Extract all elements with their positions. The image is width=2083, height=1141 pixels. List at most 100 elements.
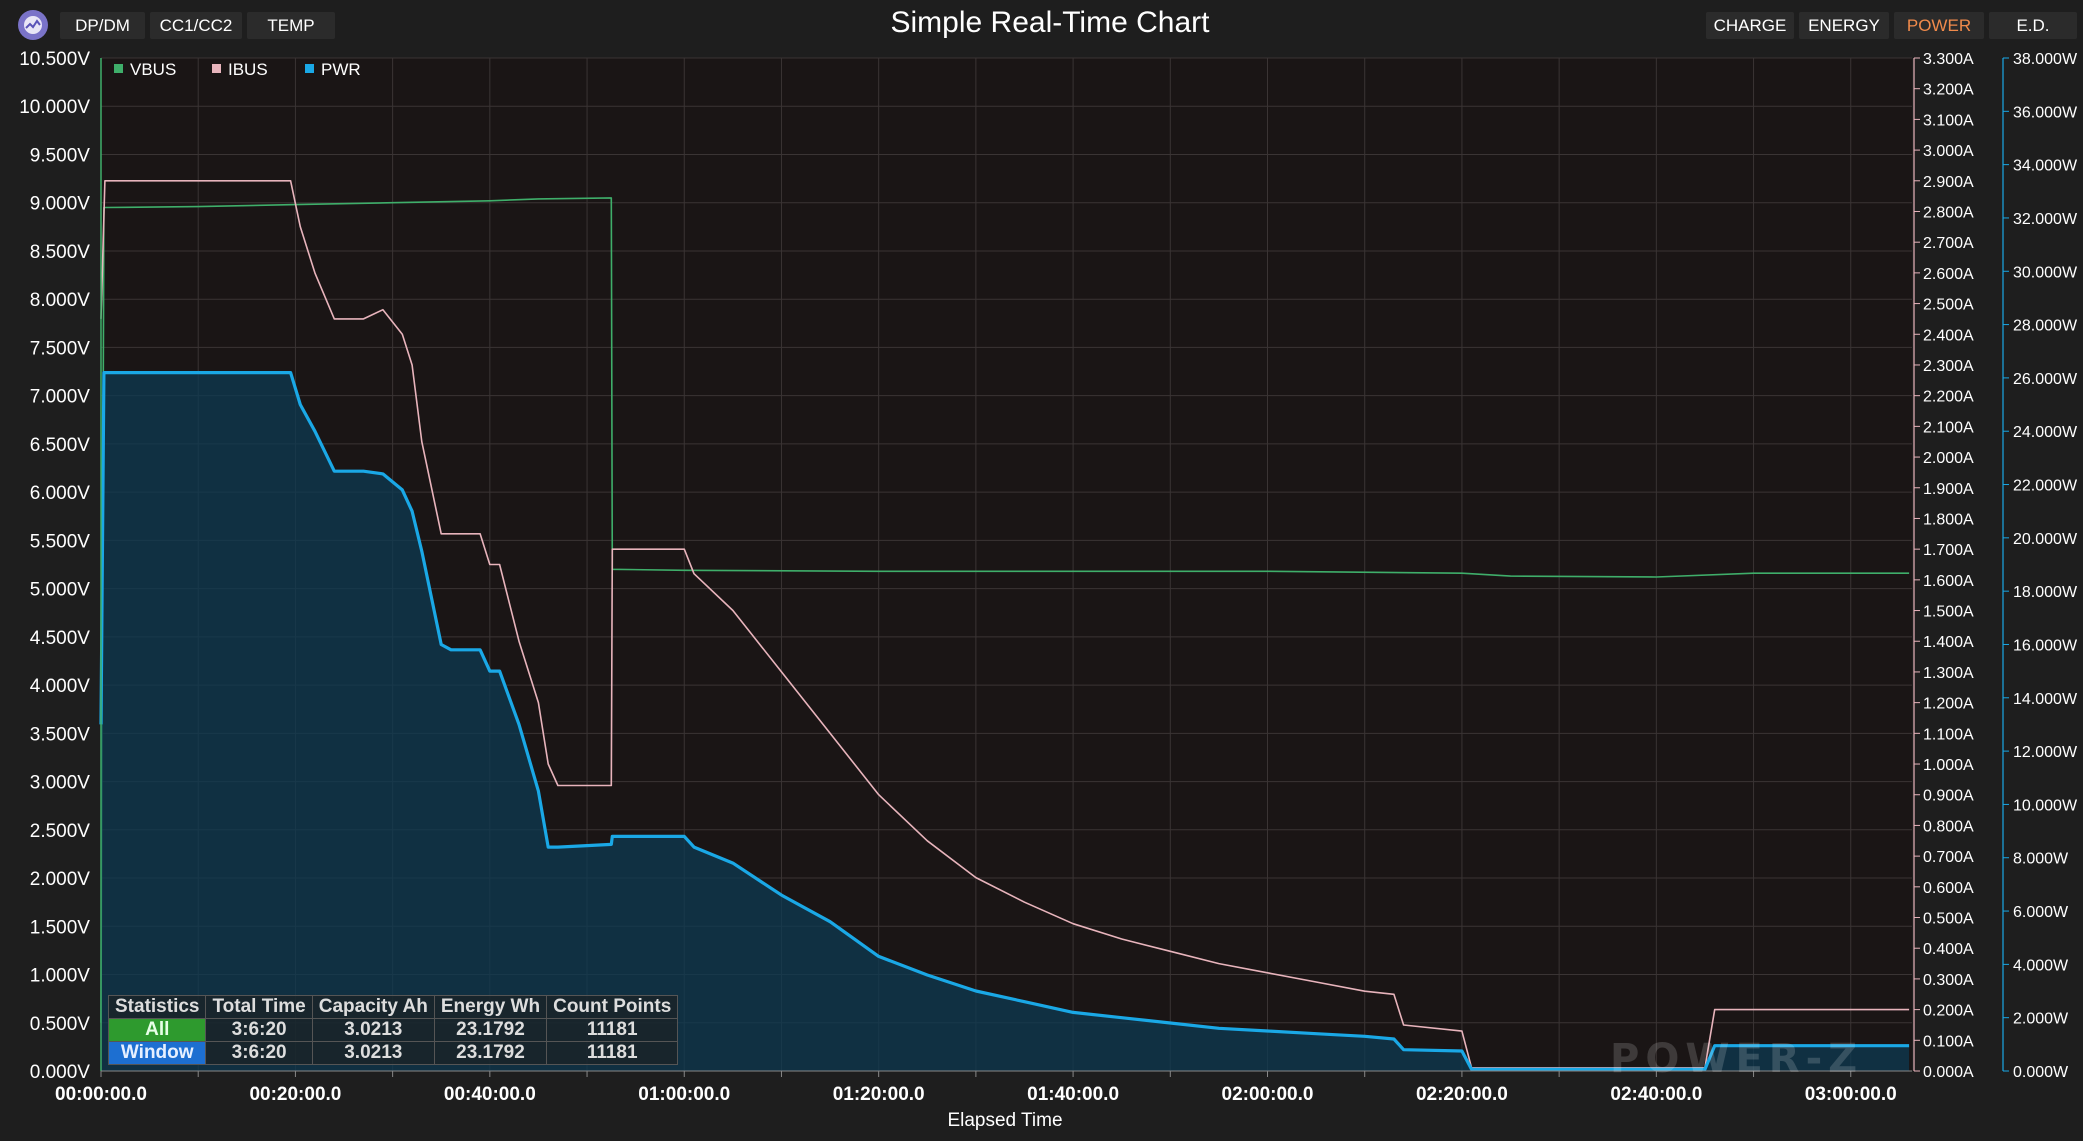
left-axis-tick-label: 4.000V — [30, 676, 91, 697]
right-axis-power-tick-label: 36.000W — [2013, 104, 2078, 121]
right-axis-power-tick-label: 4.000W — [2013, 957, 2069, 974]
right-axis-current-tick-label: 1.100A — [1923, 726, 1974, 743]
left-axis-tick-label: 3.500V — [30, 724, 91, 745]
left-axis-tick-label: 6.000V — [30, 483, 91, 504]
right-axis-current-tick-label: 2.600A — [1923, 266, 1974, 283]
tab-cc1-cc2[interactable]: CC1/CC2 — [150, 12, 242, 39]
stat-energy: 23.1792 — [433, 1018, 548, 1042]
right-axis-current-tick-label: 1.800A — [1923, 511, 1974, 528]
stat-capacity: 3.0213 — [311, 1018, 435, 1042]
right-axis-current-tick-label: 2.700A — [1923, 235, 1974, 252]
right-axis-power-tick-label: 8.000W — [2013, 851, 2069, 868]
right-axis-current-tick-label: 2.400A — [1923, 327, 1974, 344]
left-axis-tick-label: 6.500V — [30, 435, 91, 456]
x-axis-tick-label: 00:20:00.0 — [249, 1084, 341, 1105]
right-axis-current-tick-label: 3.000A — [1923, 143, 1974, 160]
right-axis-current-tick-label: 1.600A — [1923, 573, 1974, 590]
right-axis-power-tick-label: 30.000W — [2013, 264, 2078, 281]
right-axis-current-tick-label: 1.300A — [1923, 665, 1974, 682]
right-axis-power-tick-label: 18.000W — [2013, 584, 2078, 601]
x-axis-title: Elapsed Time — [947, 1110, 1063, 1131]
right-axis-current-tick-label: 0.700A — [1923, 849, 1974, 866]
x-axis-tick-label: 01:20:00.0 — [833, 1084, 925, 1105]
left-axis-tick-label: 0.000V — [30, 1062, 91, 1083]
right-axis-current-tick-label: 0.800A — [1923, 818, 1974, 835]
x-axis-tick-label: 03:00:00.0 — [1805, 1084, 1897, 1105]
chart-app-icon[interactable] — [18, 10, 48, 40]
stat-row-label: All — [107, 1018, 207, 1042]
right-axis-power-tick-label: 28.000W — [2013, 318, 2078, 335]
right-axis-current-tick-label: 1.200A — [1923, 696, 1974, 713]
stat-row-label: Window — [107, 1041, 207, 1065]
right-axis-current-tick-label: 0.500A — [1923, 911, 1974, 928]
x-axis-tick-label: 02:00:00.0 — [1222, 1084, 1314, 1105]
stat-header: Count Points — [546, 995, 679, 1019]
right-axis-power-tick-label: 0.000W — [2013, 1064, 2069, 1081]
right-axis-power-tick-label: 24.000W — [2013, 424, 2078, 441]
left-axis-tick-label: 2.000V — [30, 869, 91, 890]
stat-count: 11181 — [546, 1041, 679, 1065]
right-axis-current-tick-label: 3.200A — [1923, 82, 1974, 99]
right-axis-power-tick-label: 32.000W — [2013, 211, 2078, 228]
left-axis-tick-label: 5.000V — [30, 580, 91, 601]
right-axis-power-tick-label: 14.000W — [2013, 691, 2078, 708]
tab-energy[interactable]: ENERGY — [1799, 12, 1889, 39]
left-axis-tick-label: 4.500V — [30, 628, 91, 649]
x-axis-tick-label: 02:40:00.0 — [1610, 1084, 1702, 1105]
legend-swatch-ibus — [212, 64, 221, 73]
legend-label-vbus: VBUS — [130, 60, 176, 79]
tab-temp[interactable]: TEMP — [247, 12, 335, 39]
series-line-ibus — [100, 180, 1910, 1069]
statistics-header-row: Statistics Total Time Capacity Ah Energy… — [107, 995, 679, 1019]
left-axis-tick-label: 8.000V — [30, 290, 91, 311]
stat-header: Energy Wh — [433, 995, 548, 1019]
power-z-watermark: POWER-Z — [1610, 1036, 1864, 1082]
right-axis-current-tick-label: 2.500A — [1923, 297, 1974, 314]
toolbar: DP/DM CC1/CC2 TEMP Simple Real-Time Char… — [0, 0, 2083, 48]
left-axis-tick-label: 9.500V — [30, 145, 91, 166]
left-axis-tick-label: 0.500V — [30, 1014, 91, 1035]
right-axis-power-tick-label: 2.000W — [2013, 1011, 2069, 1028]
left-axis-tick-label: 1.000V — [30, 966, 91, 987]
stat-count: 11181 — [546, 1018, 679, 1042]
tab-ed[interactable]: E.D. — [1989, 12, 2077, 39]
right-axis-power-tick-label: 16.000W — [2013, 637, 2078, 654]
statistics-table: Statistics Total Time Capacity Ah Energy… — [107, 995, 679, 1065]
right-axis-power-tick-label: 12.000W — [2013, 744, 2078, 761]
right-axis-power-tick-label: 20.000W — [2013, 531, 2078, 548]
tab-dp-dm[interactable]: DP/DM — [60, 12, 145, 39]
statistics-row-window: Window 3:6:20 3.0213 23.1792 11181 — [107, 1041, 679, 1065]
right-axis-current-tick-label: 3.100A — [1923, 112, 1974, 129]
right-axis-current-tick-label: 0.900A — [1923, 788, 1974, 805]
tab-charge[interactable]: CHARGE — [1706, 12, 1794, 39]
tab-power[interactable]: POWER — [1894, 12, 1984, 39]
series-area-pwr — [101, 372, 1910, 1072]
x-axis-tick-label: 00:40:00.0 — [444, 1084, 536, 1105]
left-axis-tick-label: 2.500V — [30, 821, 91, 842]
left-axis-tick-label: 7.500V — [30, 338, 91, 359]
x-axis-tick-label: 02:20:00.0 — [1416, 1084, 1508, 1105]
right-axis-current-tick-label: 2.100A — [1923, 419, 1974, 436]
right-axis-current-tick-label: 1.900A — [1923, 481, 1974, 498]
x-axis-tick-label: 00:00:00.0 — [55, 1084, 147, 1105]
left-axis-tick-label: 7.000V — [30, 387, 91, 408]
right-axis-current-tick-label: 1.700A — [1923, 542, 1974, 559]
stat-energy: 23.1792 — [433, 1041, 548, 1065]
right-axis-current-tick-label: 2.900A — [1923, 174, 1974, 191]
stat-header: Capacity Ah — [311, 995, 435, 1019]
right-axis-power-tick-label: 22.000W — [2013, 478, 2078, 495]
right-axis-power-tick-label: 26.000W — [2013, 371, 2078, 388]
right-axis-current-tick-label: 0.600A — [1923, 880, 1974, 897]
right-axis-current-tick-label: 1.000A — [1923, 757, 1974, 774]
left-axis-tick-label: 10.000V — [19, 97, 90, 118]
right-axis-current-tick-label: 2.800A — [1923, 204, 1974, 221]
statistics-row-all: All 3:6:20 3.0213 23.1792 11181 — [107, 1018, 679, 1042]
right-axis-current-tick-label: 2.000A — [1923, 450, 1974, 467]
right-axis-power-tick-label: 6.000W — [2013, 904, 2069, 921]
right-axis-current-tick-label: 2.200A — [1923, 389, 1974, 406]
stat-total-time: 3:6:20 — [205, 1018, 313, 1042]
legend-swatch-pwr — [305, 64, 314, 73]
stat-header: Statistics — [107, 995, 207, 1019]
right-axis-current-tick-label: 0.200A — [1923, 1003, 1974, 1020]
